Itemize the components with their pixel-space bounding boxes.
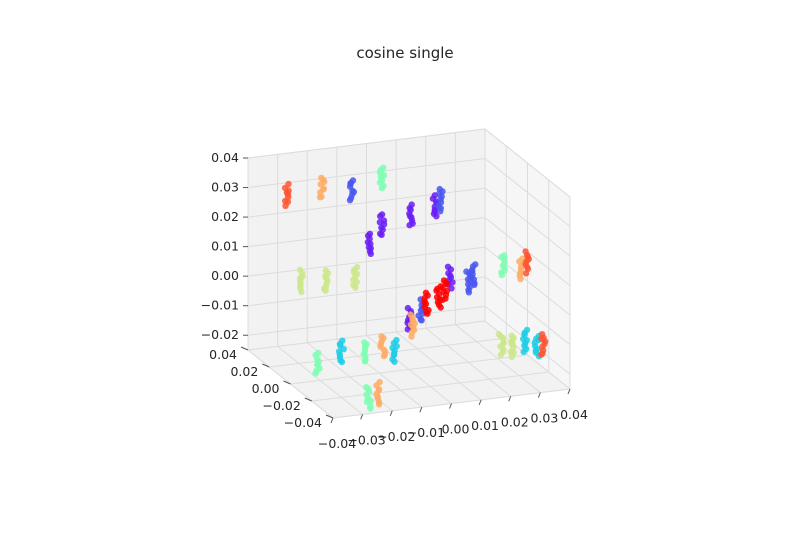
data-point <box>352 284 359 291</box>
grid-line-z-side <box>484 128 571 198</box>
data-point <box>418 317 425 324</box>
y-tick-mark <box>240 346 249 351</box>
data-point <box>367 250 374 257</box>
data-point <box>437 208 444 215</box>
data-point <box>378 184 386 192</box>
data-point <box>377 213 384 220</box>
data-point <box>363 398 371 405</box>
data-point <box>465 289 473 296</box>
data-point <box>338 358 346 366</box>
x-tick-label: −0.01 <box>407 425 445 440</box>
data-point <box>312 370 319 377</box>
grid-line-z-back <box>247 217 486 248</box>
y-tick-label: 0.02 <box>230 364 258 379</box>
data-point <box>367 405 374 412</box>
data-point <box>443 280 451 287</box>
data-point <box>497 351 504 359</box>
x-tick-mark <box>449 403 452 409</box>
data-point <box>282 202 289 209</box>
x-tick-label: 0.01 <box>471 418 499 433</box>
y-tick-mark <box>283 380 291 385</box>
grid-line-y-floor <box>290 354 528 385</box>
data-point <box>375 401 383 408</box>
data-point <box>346 197 354 204</box>
grid-line-z-side <box>484 158 571 227</box>
z-tick-label: 0.03 <box>211 180 239 195</box>
data-point <box>538 351 545 358</box>
data-point <box>391 358 398 365</box>
data-point <box>520 348 527 355</box>
x-tick-mark <box>478 399 482 406</box>
data-point <box>378 231 385 238</box>
grid-line-z-back <box>247 128 486 159</box>
chart-ticks: −0.04−0.03−0.02−0.010.00 0.01 0.02 0.03 0.04… <box>201 150 588 451</box>
x-tick-label: 0.02 <box>501 414 529 429</box>
data-point <box>437 304 444 311</box>
y-tick-mark <box>262 363 270 368</box>
grid-line-z-side <box>484 187 571 257</box>
x-tick-mark <box>537 392 541 398</box>
z-tick-label: −0.02 <box>201 327 239 342</box>
data-point <box>424 310 431 317</box>
x-tick-label: 0.04 <box>560 407 588 422</box>
data-point <box>408 333 415 340</box>
data-point <box>322 287 329 294</box>
data-point <box>433 213 440 220</box>
data-point <box>498 271 506 279</box>
data-point <box>380 352 388 360</box>
y-tick-mark <box>325 414 334 419</box>
data-point <box>406 222 413 229</box>
x-tick-label: −0.03 <box>347 432 385 447</box>
chart-title: cosine single <box>356 44 453 62</box>
data-point <box>508 353 516 360</box>
chart-points <box>281 164 549 412</box>
y-tick-label: −0.02 <box>262 398 300 413</box>
y-tick-mark <box>304 397 312 402</box>
grid-line-z-back <box>247 187 486 218</box>
grid-line-z-side <box>484 276 571 346</box>
y-tick-label: −0.04 <box>284 415 322 430</box>
data-point <box>316 194 324 201</box>
grid-line-z-back <box>247 246 486 277</box>
y-tick-label: 0.00 <box>252 381 280 396</box>
z-tick-label: 0.01 <box>211 239 239 254</box>
z-tick-label: 0.04 <box>211 150 239 165</box>
grid-line-y-floor <box>247 320 486 351</box>
z-tick-label: 0.02 <box>211 209 239 224</box>
data-point <box>522 270 530 277</box>
data-point <box>439 296 446 303</box>
z-tick-label: 0.00 <box>211 268 239 283</box>
x-tick-label: 0.03 <box>530 411 558 426</box>
x-tick-mark <box>330 417 334 424</box>
x-tick-mark <box>567 388 571 395</box>
x-tick-mark <box>360 414 364 420</box>
x-tick-mark <box>389 410 393 416</box>
data-point <box>298 288 305 296</box>
y-tick-label: 0.04 <box>209 347 237 362</box>
x-tick-label: 0.00 <box>442 422 470 437</box>
grid-line-z-back <box>247 305 486 336</box>
data-point <box>517 275 524 283</box>
x-tick-mark <box>508 396 512 402</box>
grid-line-y-floor <box>311 371 549 402</box>
data-point <box>361 358 369 365</box>
x-tick-label: −0.04 <box>318 436 356 451</box>
x-tick-label: −0.02 <box>377 429 415 444</box>
x-tick-mark <box>419 406 423 413</box>
z-tick-label: −0.01 <box>201 298 239 313</box>
